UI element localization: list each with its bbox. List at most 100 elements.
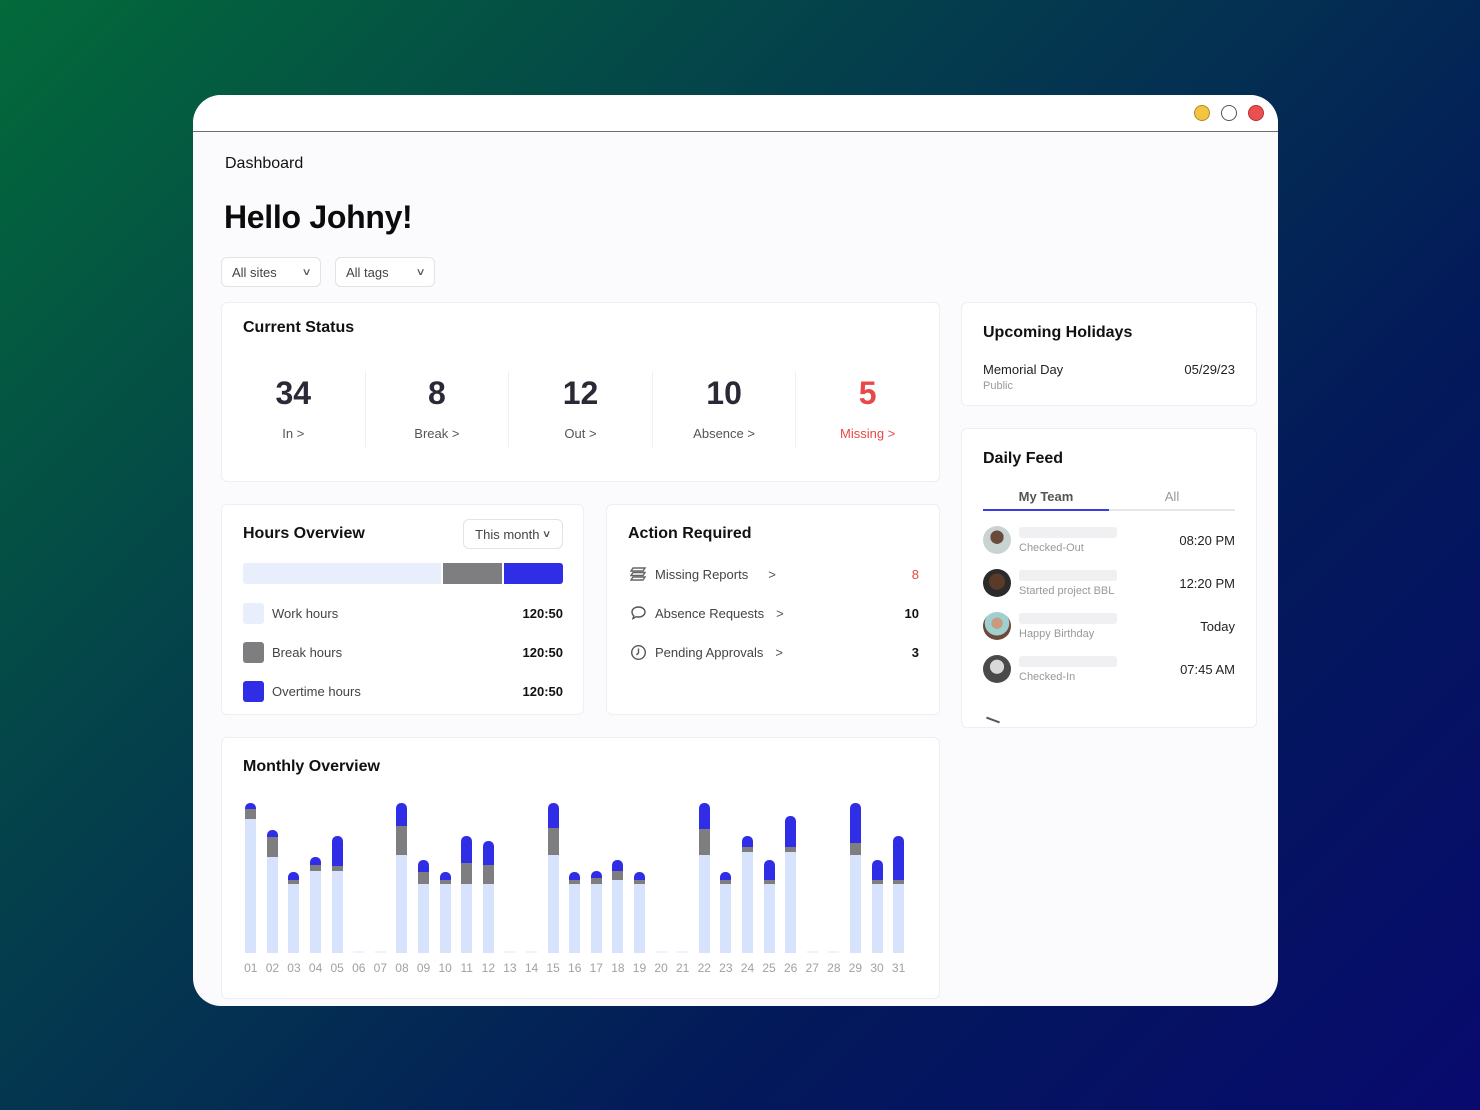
work-segment (633, 884, 645, 953)
pending-approvals-link[interactable]: Pending Approvals > 3 (629, 642, 919, 662)
name-placeholder (1019, 569, 1117, 581)
bar-column[interactable] (888, 795, 910, 953)
x-tick-label: 01 (244, 961, 258, 975)
tab-all[interactable]: All (1164, 489, 1180, 504)
status-in[interactable]: 34 In > (222, 371, 366, 447)
partial-avatar (986, 716, 1000, 724)
bar-column[interactable] (737, 795, 759, 953)
absence-requests-link[interactable]: Absence Requests > 10 (629, 603, 919, 623)
x-tick-label: 15 (546, 961, 560, 975)
stacked-bar (310, 856, 322, 953)
bar-column[interactable] (866, 795, 888, 953)
bar-column[interactable] (305, 795, 327, 953)
bar-column[interactable] (283, 795, 305, 953)
tab-my-team[interactable]: My Team (983, 489, 1109, 511)
current-status-card: Current Status 34 In > 8 Break > 12 Out … (221, 302, 940, 482)
chevron-down-icon: ∨ (415, 266, 426, 278)
overtime-segment (482, 840, 494, 865)
overtime-segment (547, 803, 559, 828)
action-label: Absence Requests (655, 605, 765, 621)
feed-item[interactable]: Started project BBL 12:20 PM (983, 567, 1235, 599)
title-bar (193, 95, 1278, 132)
work-segment (288, 884, 300, 953)
breadcrumb[interactable]: Dashboard (225, 155, 304, 172)
bar-column[interactable] (262, 795, 284, 953)
bar-column[interactable] (823, 795, 845, 953)
feed-item[interactable]: Checked-In 07:45 AM (983, 653, 1235, 685)
missing-reports-link[interactable]: Missing Reports > 8 (629, 564, 919, 584)
status-value: 8 (427, 375, 446, 411)
feed-description: Checked-Out (1019, 541, 1084, 554)
bar-column[interactable] (564, 795, 586, 953)
status-value: 34 (275, 375, 312, 411)
break-segment (633, 879, 645, 885)
x-tick-label: 12 (481, 961, 495, 975)
overtime-segment (245, 803, 257, 809)
tags-filter-dropdown[interactable]: All tags ∨ (335, 257, 435, 287)
status-label: Out > (564, 426, 597, 441)
name-placeholder (1019, 526, 1117, 538)
x-tick-label: 18 (611, 961, 625, 975)
overtime-segment (310, 856, 322, 865)
card-title: Monthly Overview (243, 758, 380, 775)
bar-column[interactable] (607, 795, 629, 953)
bar-column[interactable] (240, 795, 262, 953)
feed-item-body: Checked-In (1019, 655, 1117, 683)
stacked-bar (288, 871, 300, 953)
status-missing[interactable]: 5 Missing > (796, 371, 939, 447)
chevron-right-icon: > (775, 644, 784, 660)
action-label: Pending Approvals (655, 644, 764, 660)
overtime-segment (871, 859, 883, 880)
maximize-button[interactable] (1221, 105, 1237, 121)
overtime-segment (418, 859, 430, 872)
bar-column[interactable] (780, 795, 802, 953)
overtime-segment (288, 871, 300, 880)
bar-column[interactable] (391, 795, 413, 953)
overtime-segment (763, 859, 775, 880)
bar-column[interactable] (801, 795, 823, 953)
break-segment (612, 870, 624, 881)
bar-column[interactable] (542, 795, 564, 953)
bar-column[interactable] (693, 795, 715, 953)
bar-column[interactable] (326, 795, 348, 953)
bar-column[interactable] (672, 795, 694, 953)
feed-item[interactable]: Checked-Out 08:20 PM (983, 524, 1235, 556)
bar-column[interactable] (370, 795, 392, 953)
bar-column[interactable] (845, 795, 867, 953)
bar-column[interactable] (650, 795, 672, 953)
status-label: In > (282, 426, 305, 441)
x-tick-label: 30 (870, 961, 884, 975)
bar-column[interactable] (499, 795, 521, 953)
stacked-bar (418, 859, 430, 953)
status-out[interactable]: 12 Out > (509, 371, 653, 447)
overtime-segment (439, 871, 451, 880)
bar-column[interactable] (434, 795, 456, 953)
bar-column[interactable] (758, 795, 780, 953)
bar-column[interactable] (586, 795, 608, 953)
bar-column[interactable] (413, 795, 435, 953)
feed-item-body: Started project BBL (1019, 569, 1117, 597)
bar-column[interactable] (456, 795, 478, 953)
bar-column[interactable] (715, 795, 737, 953)
status-absence[interactable]: 10 Absence > (653, 371, 797, 447)
bar-column[interactable] (478, 795, 500, 953)
bar-column[interactable] (348, 795, 370, 953)
name-placeholder (1019, 655, 1117, 667)
feed-time: Today (1200, 618, 1235, 634)
overtime-segment (741, 835, 753, 847)
work-segment (763, 884, 775, 953)
status-break[interactable]: 8 Break > (366, 371, 510, 447)
stack-icon (629, 565, 647, 583)
feed-item[interactable]: Happy Birthday Today (983, 610, 1235, 642)
legend-value: 120:50 (522, 683, 563, 699)
window-controls (1194, 105, 1264, 121)
name-placeholder (1019, 612, 1117, 624)
sites-filter-dropdown[interactable]: All sites ∨ (221, 257, 321, 287)
bar-column[interactable] (629, 795, 651, 953)
stacked-bar (353, 951, 365, 953)
bar-column[interactable] (521, 795, 543, 953)
close-button[interactable] (1248, 105, 1264, 121)
minimize-button[interactable] (1194, 105, 1210, 121)
x-tick-label: 10 (438, 961, 452, 975)
range-dropdown[interactable]: This month ∨ (463, 519, 563, 549)
